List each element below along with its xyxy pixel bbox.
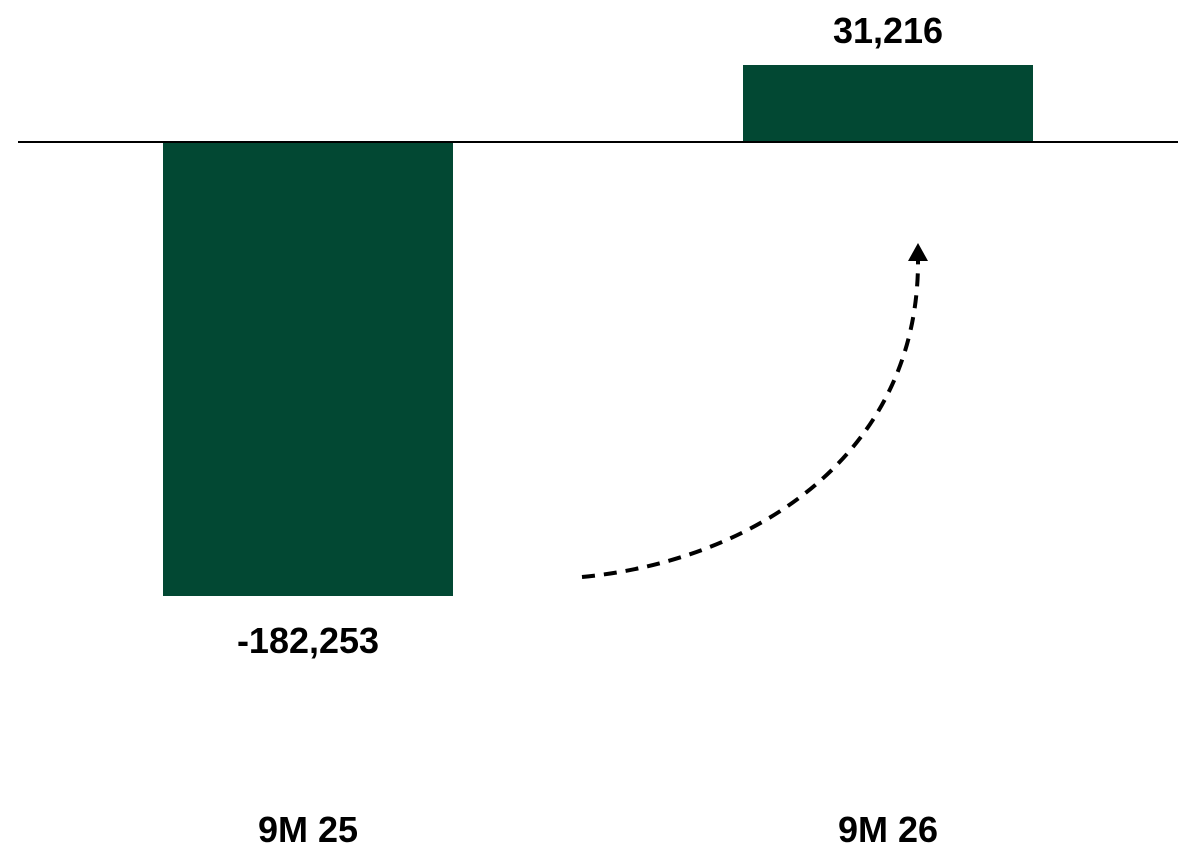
bars-group [163,65,1033,596]
trend-arrow-annotation [581,257,921,579]
bar-9m-26 [743,65,1033,142]
arrowhead-icon [908,243,928,261]
labels-group: -182,253 9M 25 31,216 9M 26 [237,10,943,848]
bar-9m-25 [163,142,453,596]
category-label: 9M 25 [258,809,358,848]
category-label: 9M 26 [838,809,938,848]
value-label: 31,216 [833,10,943,51]
value-label: -182,253 [237,620,379,661]
